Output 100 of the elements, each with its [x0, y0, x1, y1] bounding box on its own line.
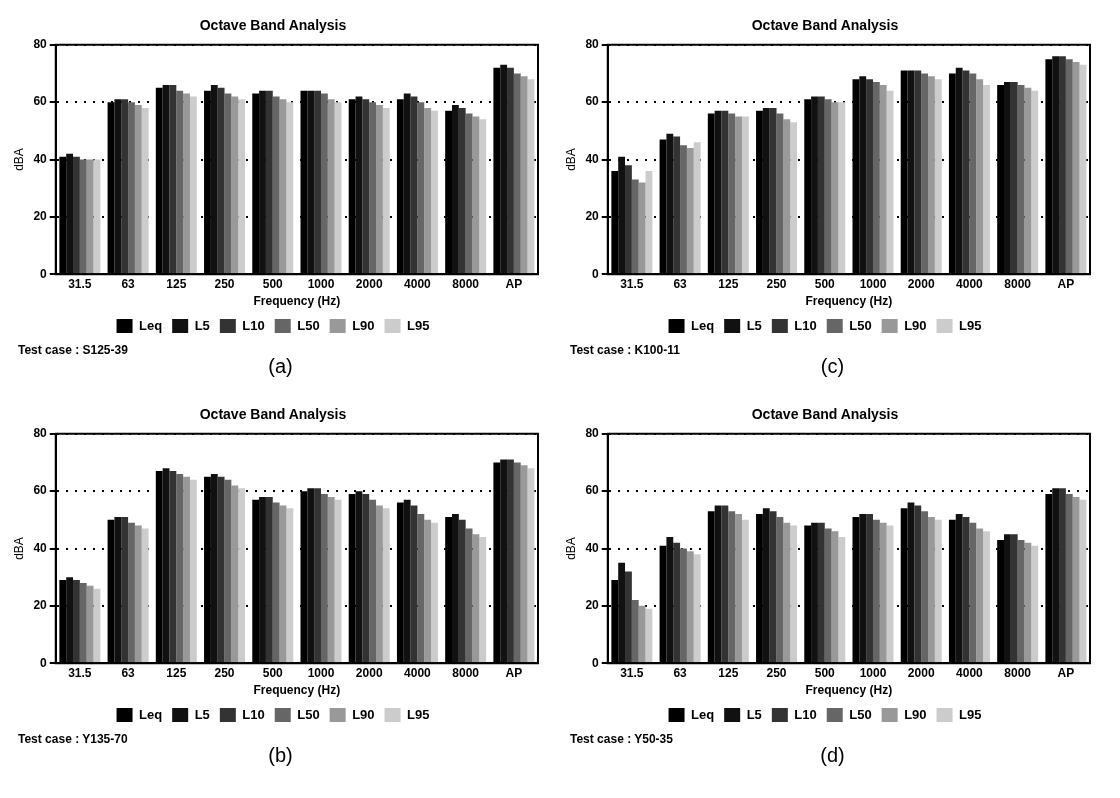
- bar: [955, 67, 963, 274]
- x-tick-label: 250: [214, 665, 235, 680]
- x-tick-label: 63: [673, 665, 688, 680]
- bar: [859, 514, 867, 663]
- legend-label: L5: [746, 317, 762, 333]
- bar: [969, 522, 977, 663]
- x-tick-label: 63: [673, 276, 688, 291]
- bar: [817, 96, 825, 274]
- bar: [1024, 542, 1032, 663]
- bar: [417, 102, 425, 274]
- bar: [176, 473, 184, 663]
- x-axis-title: Frequency (Hz): [805, 294, 893, 309]
- x-tick-label: 250: [766, 665, 787, 680]
- legend-label: L10: [242, 706, 265, 722]
- bar: [1059, 56, 1066, 274]
- bar: [121, 99, 129, 274]
- x-tick-label: 125: [166, 665, 187, 680]
- chart-title: Octave Band Analysis: [751, 406, 899, 423]
- bar: [1010, 534, 1018, 663]
- bar: [983, 531, 990, 663]
- bar: [403, 93, 411, 274]
- x-tick-label: 1000: [859, 665, 887, 680]
- bar: [327, 496, 335, 663]
- bar: [424, 107, 432, 274]
- x-tick-label: 250: [214, 276, 235, 291]
- bar: [417, 514, 425, 663]
- bar: [265, 496, 273, 663]
- bar: [914, 70, 922, 274]
- x-tick-label: 500: [262, 276, 284, 291]
- bar: [811, 522, 818, 663]
- x-axis-title: Frequency (Hz): [253, 683, 341, 698]
- x-tick-label: AP: [1057, 665, 1075, 680]
- bar: [693, 554, 701, 663]
- bar: [969, 73, 977, 274]
- bar: [369, 102, 377, 274]
- chart-title: Octave Band Analysis: [199, 406, 347, 423]
- legend-label: L50: [297, 706, 320, 722]
- bar: [928, 516, 935, 663]
- bar: [382, 508, 390, 663]
- bar: [183, 93, 190, 274]
- bar: [838, 102, 846, 274]
- bar: [500, 64, 508, 274]
- legend-label: L90: [904, 706, 927, 722]
- bar: [307, 90, 315, 274]
- y-axis-title: dBA: [563, 537, 578, 560]
- bar: [327, 99, 335, 274]
- bar: [934, 79, 942, 274]
- x-tick-label: 1000: [859, 276, 887, 291]
- bar: [1065, 494, 1073, 663]
- x-tick-label: 2000: [907, 665, 935, 680]
- text: (b): [268, 744, 293, 766]
- bar: [320, 93, 328, 274]
- bar: [1031, 545, 1039, 663]
- x-tick-label: 4000: [956, 276, 984, 291]
- bar: [790, 122, 798, 274]
- bar: [134, 525, 142, 663]
- bar: [169, 471, 177, 663]
- bar: [1052, 488, 1060, 663]
- bar: [238, 99, 246, 274]
- bar: [631, 600, 639, 663]
- bar: [686, 551, 694, 663]
- x-axis-title: Frequency (Hz): [805, 683, 893, 698]
- bar: [693, 142, 701, 274]
- bar: [872, 519, 880, 663]
- legend-label: L95: [407, 317, 430, 333]
- y-tick-label: 60: [585, 94, 600, 109]
- y-tick-label: 40: [33, 151, 48, 166]
- bar: [183, 476, 190, 663]
- bar: [1065, 59, 1073, 274]
- y-tick-label: 20: [585, 209, 600, 224]
- bar: [458, 107, 466, 274]
- bar: [286, 102, 294, 274]
- y-tick-label: 60: [33, 483, 48, 498]
- bar: [507, 67, 514, 274]
- bar: [921, 73, 929, 274]
- bar: [286, 508, 294, 663]
- bar: [638, 182, 646, 274]
- y-tick-label: 80: [33, 426, 48, 441]
- bar: [176, 90, 184, 274]
- bar: [1072, 496, 1080, 663]
- y-tick-label: 20: [33, 598, 48, 613]
- bar: [673, 542, 681, 663]
- x-tick-label: 2000: [907, 276, 935, 291]
- bar: [121, 516, 129, 663]
- bar: [838, 537, 846, 663]
- bar: [307, 488, 315, 663]
- legend-label: L10: [794, 706, 817, 722]
- bar: [259, 496, 266, 663]
- y-tick-label: 40: [33, 540, 48, 555]
- y-tick-label: 40: [585, 540, 600, 555]
- bar: [362, 99, 370, 274]
- x-tick-label: 2000: [355, 276, 383, 291]
- bar: [169, 84, 177, 274]
- bar: [879, 522, 887, 663]
- bar: [680, 145, 687, 274]
- x-tick-label: 8000: [452, 276, 480, 291]
- bar: [921, 511, 929, 663]
- bar: [259, 90, 266, 274]
- x-tick-label: AP: [1057, 276, 1075, 291]
- bar: [114, 516, 122, 663]
